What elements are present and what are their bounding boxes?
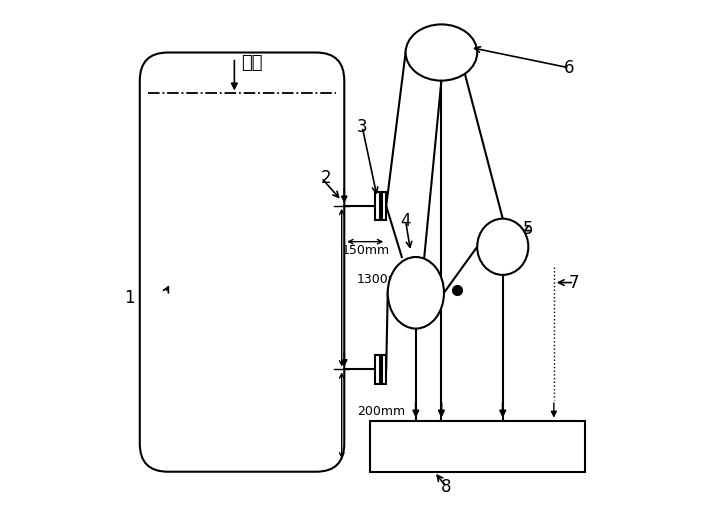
Bar	[381, 355, 386, 383]
Text: 8: 8	[441, 478, 452, 496]
Ellipse shape	[406, 24, 477, 81]
Bar	[370, 420, 584, 472]
Text: 6: 6	[564, 59, 574, 77]
Text: 2: 2	[321, 169, 332, 187]
Text: 液面: 液面	[242, 54, 263, 72]
FancyBboxPatch shape	[140, 52, 345, 472]
Ellipse shape	[388, 257, 444, 328]
Bar	[375, 355, 379, 383]
Text: 4: 4	[401, 212, 411, 230]
Text: 150mm: 150mm	[341, 245, 389, 258]
Text: 1: 1	[124, 289, 135, 307]
Ellipse shape	[477, 218, 528, 275]
Text: 7: 7	[569, 273, 579, 291]
Bar	[375, 192, 379, 220]
Text: 200mm: 200mm	[357, 406, 405, 418]
Bar	[381, 192, 386, 220]
Text: 3: 3	[357, 118, 367, 136]
Text: 1300mm: 1300mm	[357, 272, 413, 286]
Text: 5: 5	[523, 220, 534, 238]
